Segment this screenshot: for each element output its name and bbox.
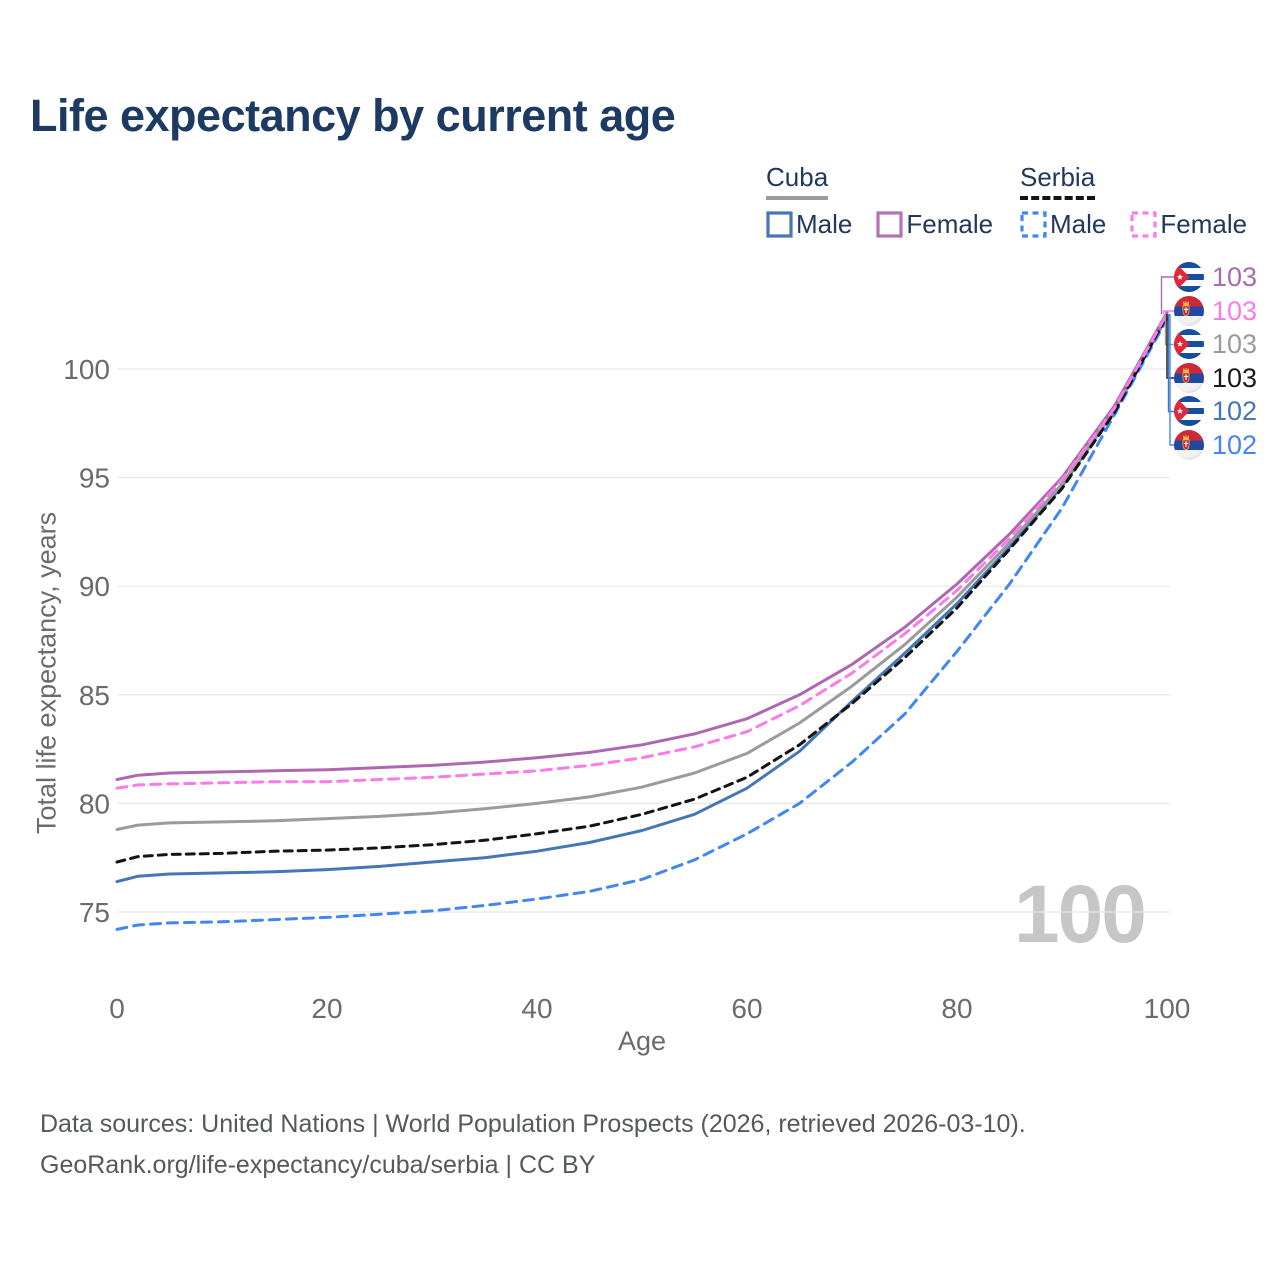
end-label-serbia-both: 103 [1174, 362, 1258, 393]
legend-group-serbia: Serbia Male Female [1020, 162, 1247, 240]
legend-country-cuba[interactable]: Cuba [766, 162, 829, 200]
end-label-cuba-female: 103 [1174, 262, 1257, 292]
end-value: 103 [1212, 295, 1258, 326]
legend-item-cuba-female[interactable]: Female [876, 209, 993, 240]
svg-text:100: 100 [1144, 993, 1191, 1024]
svg-text:95: 95 [79, 463, 110, 494]
age-watermark: 100 [1014, 869, 1147, 960]
serbia-male-swatch-icon [1020, 211, 1047, 238]
legend-item-cuba-male[interactable]: Male [766, 209, 852, 240]
serbia-flag-icon [1174, 430, 1204, 460]
svg-text:80: 80 [79, 788, 110, 819]
footer: Data sources: United Nations | World Pop… [40, 1104, 1026, 1186]
serbia-female-swatch-icon [1130, 211, 1157, 238]
svg-text:100: 100 [63, 354, 110, 385]
legend-items-serbia: Male Female [1020, 209, 1247, 240]
legend-item-serbia-male[interactable]: Male [1020, 209, 1106, 240]
legend-item-serbia-female[interactable]: Female [1130, 209, 1247, 240]
cuba-female-swatch-icon [876, 211, 903, 238]
legend-country-serbia[interactable]: Serbia [1020, 162, 1096, 200]
x-axis-title: Age [617, 1026, 667, 1056]
legend-group-cuba: Cuba Male Female [766, 162, 993, 240]
svg-text:40: 40 [521, 993, 552, 1024]
svg-text:0: 0 [109, 993, 125, 1024]
legend-label: Female [1160, 209, 1248, 239]
legend-label: Male [1050, 209, 1107, 239]
svg-text:80: 80 [941, 993, 972, 1024]
end-label-serbia-female: 103 [1174, 295, 1258, 326]
svg-text:60: 60 [731, 993, 762, 1024]
end-value: 103 [1212, 262, 1258, 292]
page-title: Life expectancy by current age [30, 90, 676, 141]
end-label-serbia-male: 102 [1174, 429, 1258, 460]
end-value: 102 [1212, 396, 1258, 427]
end-value: 103 [1212, 362, 1258, 393]
legend-label: Male [796, 209, 853, 239]
cuba-male-swatch-icon [766, 211, 793, 238]
cuba-flag-icon [1174, 396, 1204, 426]
serbia-flag-icon [1174, 363, 1204, 393]
end-value: 103 [1212, 329, 1258, 360]
attribution-line[interactable]: GeoRank.org/life-expectancy/cuba/serbia … [40, 1151, 596, 1179]
y-axis-title: Total life expectancy, years [31, 511, 62, 834]
svg-text:75: 75 [79, 897, 110, 928]
end-label-cuba-both: 103 [1174, 329, 1258, 360]
legend-items-cuba: Male Female [766, 209, 993, 240]
legend-label: Female [906, 209, 994, 239]
end-value: 102 [1212, 429, 1258, 460]
end-label-cuba-male: 102 [1174, 396, 1258, 427]
svg-text:20: 20 [311, 993, 342, 1024]
svg-text:90: 90 [79, 571, 110, 602]
cuba-flag-icon [1174, 262, 1204, 292]
end-labels: 103 103 103 103 102 102 [1174, 262, 1257, 460]
svg-text:85: 85 [79, 680, 110, 711]
cuba-flag-icon [1174, 329, 1204, 359]
serbia-flag-icon [1174, 296, 1204, 326]
data-sources-line: Data sources: United Nations | World Pop… [40, 1110, 1026, 1138]
